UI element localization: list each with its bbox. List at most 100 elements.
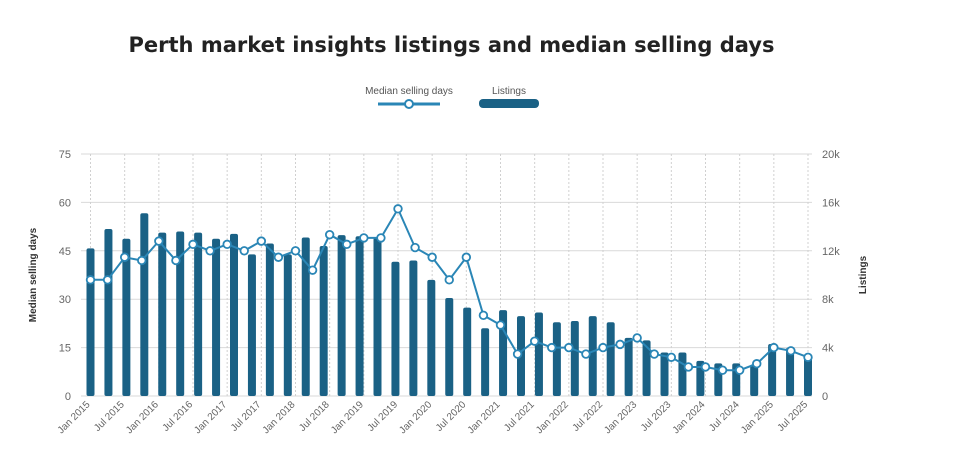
listings-bar [427,279,436,396]
legend-item-median-selling-days[interactable]: Median selling days [363,86,455,114]
listings-bar [481,328,490,396]
x-tick-label: Jul 2020 [434,399,469,434]
median-selling-days-point [222,239,232,250]
listings-bar [391,261,400,396]
median-selling-days-point [769,342,779,353]
median-selling-days-point [324,229,335,240]
median-selling-days-point [205,246,215,256]
median-selling-days-point [786,346,796,356]
legend-label: Listings [492,86,526,97]
median-selling-days-point [734,365,745,375]
listings-bar [678,352,687,396]
x-tick-label: Jan 2025 [739,399,776,436]
listings-bar [804,357,812,396]
median-selling-days-point [85,275,96,285]
x-tick-label: Jul 2015 [92,399,127,434]
median-selling-days-point [119,252,130,262]
median-selling-days-point [154,236,164,246]
line-marker-icon [378,99,440,109]
listings-bar [552,322,561,396]
x-tick-label: Jul 2023 [639,399,674,434]
median-selling-days-point [444,275,454,285]
bar-marker-icon [479,99,539,108]
listings-bar [86,248,95,396]
median-selling-days-point [683,362,694,372]
legend-item-listings[interactable]: Listings [478,86,540,114]
median-selling-days-point [427,252,437,262]
median-selling-days-point [307,265,318,275]
y-right-tick-label: 8k [822,294,834,306]
median-selling-days-point [239,246,249,256]
median-selling-days-point [188,239,198,250]
y-right-tick-label: 16k [822,197,840,209]
listings-bar [786,347,795,396]
x-tick-label: Jul 2019 [366,399,401,434]
x-tick-label: Jul 2025 [776,399,811,434]
median-selling-days-point [376,233,386,243]
listings-bar [445,297,454,396]
listings-bar [534,312,543,396]
listings-bar [319,245,328,396]
listings-bar [247,254,256,396]
y-right-tick-label: 4k [822,343,834,355]
x-tick-label: Jul 2016 [161,399,196,434]
y-left-tick-label: 45 [59,246,71,258]
y-left-tick-label: 75 [59,149,71,161]
listings-bar [122,238,131,396]
chart-legend: Median selling days Listings [0,86,903,116]
median-selling-days-point [598,342,608,353]
x-tick-label: Jul 2018 [297,399,332,434]
median-selling-days-point [256,236,267,246]
median-selling-days-point [581,349,591,359]
listings-bar [642,340,651,396]
listings-bar [768,343,777,396]
listings-bar [373,237,382,396]
x-tick-label: Jan 2015 [56,399,93,436]
y-right-tick-label: 12k [822,246,840,258]
median-selling-days-point [666,352,677,362]
listings-bar [283,254,292,396]
x-tick-label: Jan 2024 [671,399,708,436]
median-selling-days-point [102,275,113,285]
listings-bar [176,231,185,396]
median-selling-days-point [564,342,574,353]
median-selling-days-point [359,233,369,243]
y-left-tick-label: 60 [59,197,71,209]
x-tick-label: Jan 2019 [329,399,366,436]
x-tick-label: Jan 2023 [602,399,639,436]
listings-bar [230,233,238,396]
x-tick-label: Jan 2018 [261,399,298,436]
y-right-axis-title: Listings [858,255,869,294]
x-tick-label: Jul 2021 [502,399,537,434]
y-right-tick-label: 20k [822,149,840,161]
listings-bar [463,307,472,396]
y-left-tick-label: 30 [59,294,71,306]
median-selling-days-point [803,352,813,362]
listings-bar [337,235,346,396]
median-selling-days-point [342,239,352,250]
listings-bar [409,260,418,396]
median-selling-days-point [273,252,284,262]
x-tick-label: Jan 2017 [192,399,229,436]
listings-bar [660,352,669,396]
listings-bar [104,229,113,396]
x-tick-label: Jul 2017 [229,399,264,434]
median-selling-days-point [495,320,506,330]
listings-bar [750,364,759,396]
y-left-tick-label: 15 [59,343,71,355]
median-selling-days-point [615,339,625,350]
legend-label: Median selling days [365,86,453,97]
median-selling-days-point [512,349,523,359]
y-right-tick-label: 0 [822,391,828,403]
listings-bar [265,243,274,396]
listings-bar [570,320,579,396]
median-selling-days-point [752,359,762,369]
listings-bar [158,232,167,396]
median-selling-days-point [478,310,489,321]
median-selling-days-point [410,242,420,253]
median-selling-days-point [290,246,301,256]
median-selling-days-point [171,255,181,266]
listings-bar [140,213,149,396]
x-tick-label: Jul 2024 [707,399,742,434]
